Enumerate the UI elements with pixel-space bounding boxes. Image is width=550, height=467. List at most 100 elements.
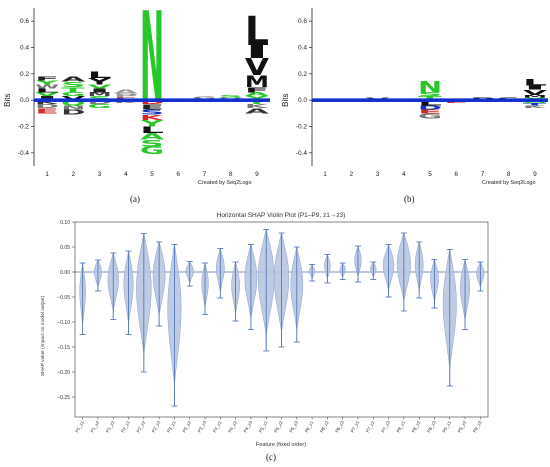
logo-letter-K: K [523,105,547,109]
logo-letter-T: T [245,99,269,105]
violin-y-tick-label: −0.15 [57,345,70,351]
logo-letter-P: P [114,92,138,98]
violin-xlabel: Feature (fixed order) [256,442,306,448]
panel-c-label: (c) [266,452,276,462]
violin-x-tick-label: P6_z3 [334,420,345,434]
violin-x-tick-label: P1_z1 [74,420,85,434]
violin-panel-c: Horizontal SHAP Violin Plot (P1–P9, z1→z… [0,208,550,467]
logo-position-label: 4 [124,171,128,178]
logo-zero-line [312,98,548,102]
logo-letter-T: T [418,95,442,101]
logo-a-chart: -0.4-0.20.00.20.40.6BitsIVLWYFKDE1VGTSAQ… [3,0,270,178]
logo-y-tick-label: -0.2 [18,124,30,131]
logo-position-label: 3 [98,171,102,178]
logo-letter-L: L [418,99,442,107]
logo-y-tick-label: -0.4 [296,150,308,157]
logo-y-tick-label: -0.4 [18,150,30,157]
violin-x-tick-label: P8_z2 [411,420,422,434]
violin-x-tick-label: P3_z3 [197,420,208,434]
logo-y-tick-label: 0.2 [20,71,29,78]
logo-letter-Y: Y [34,80,59,86]
violin-x-tick-label: P2_z3 [151,420,162,434]
logo-letter-S: S [219,94,243,98]
logo-letter-V: V [87,83,112,89]
logo-letter-I: I [87,87,111,93]
logo-y-tick-label: 0.0 [20,97,29,104]
logo-position-label: 5 [428,171,432,178]
logo-position-label: 1 [323,171,327,178]
violin-x-tick-label: P4_z2 [227,420,238,434]
logo-position-label: 8 [229,171,233,178]
logo-letter-N: N [61,104,85,110]
logo-y-axis-label: Bits [281,93,290,106]
violin-x-tick-label: P8_z1 [396,420,407,434]
logo-y-tick-label: 0.2 [298,71,307,78]
logo-letter-F: F [245,86,269,94]
logo-letter-N: N [418,77,442,96]
logo-y-tick-label: 0.0 [298,97,307,104]
logo-letter-L: L [87,70,111,80]
logo-letter-L: L [35,87,59,93]
logo-letter-E: E [35,107,59,115]
logo-a-credit: Created by Seq2Logo [198,180,252,186]
violin-x-tick-label: P9_z2 [457,420,468,434]
logo-letter-A: A [140,132,164,142]
logo-letter-S: S [87,95,111,101]
logo-y-tick-label: 0.4 [298,45,307,52]
logo-letter-F: F [35,75,59,81]
violin-x-tick-label: P3_z1 [166,420,177,434]
logo-letter-I: I [523,85,547,91]
logo-letter-V: V [245,54,270,81]
logo-position-label: 6 [454,171,458,178]
logo-letter-K: K [140,113,165,121]
logo-panel-a: -0.4-0.20.00.20.40.6BitsIVLWYFKDE1VGTSAQ… [0,0,272,204]
logo-position-label: 3 [376,171,380,178]
logo-letter-E: E [140,103,164,111]
violin-y-tick-label: 0.00 [60,270,70,276]
logo-letter-E: E [418,108,442,114]
violin-x-tick-label: P6_z2 [319,420,330,434]
logo-position-label: 9 [255,171,259,178]
logo-letter-M: M [87,92,111,98]
logo-b-credit: Created by Seq2Logo [482,180,536,186]
violin-y-tick-label: −0.05 [57,295,70,301]
logo-position-label: 7 [203,171,207,178]
logo-letter-A: A [245,107,270,115]
logo-letter-D: D [418,104,442,110]
logo-position-label: 1 [45,171,49,178]
logo-letter-Q: Q [61,99,85,107]
logo-letter-M: M [523,94,547,98]
violin-y-tick-label: 0.10 [60,220,70,226]
logo-letter-I: I [245,42,269,63]
logo-panel-b: -0.4-0.20.00.20.40.6BitsSE1AD2VK3EP4TSNL… [274,0,550,204]
logo-y-tick-label: 0.6 [20,18,29,25]
logo-y-axis-label: Bits [3,93,12,106]
logo-letter-D: D [61,108,85,117]
logo-letter-G: G [140,144,164,157]
violin-x-tick-label: P2_z2 [135,420,146,434]
panel-a-label: (a) [130,194,140,204]
logo-letter-D: D [140,99,164,105]
logo-letter-G: G [61,91,85,97]
violin-x-tick-label: P5_z3 [288,420,299,434]
violin-x-tick-label: P1_z3 [105,420,116,434]
logo-position-label: 9 [533,171,537,178]
logo-position-label: 2 [72,171,76,178]
logo-position-label: 5 [150,171,154,178]
logo-zero-line [34,98,270,102]
logo-letter-K: K [245,103,269,109]
logo-position-label: 7 [481,171,485,178]
violin-y-tick-label: 0.05 [60,245,70,251]
logo-letter-A: A [114,89,139,95]
logo-letter-Y: Y [87,76,111,86]
violin-title: Horizontal SHAP Violin Plot (P1–P9, z1→z… [217,212,346,219]
logo-letter-L: L [140,125,164,135]
logo-letter-D: D [35,103,59,109]
logo-letter-G: G [192,96,216,100]
logo-letter-N: N [140,0,164,130]
violin-x-tick-label: P5_z1 [258,420,269,434]
logo-letter-T: T [523,102,547,106]
violin-x-tick-label: P8_z3 [426,420,437,434]
violin-x-tick-label: P7_z1 [350,420,361,434]
logo-letter-I: I [35,95,59,101]
